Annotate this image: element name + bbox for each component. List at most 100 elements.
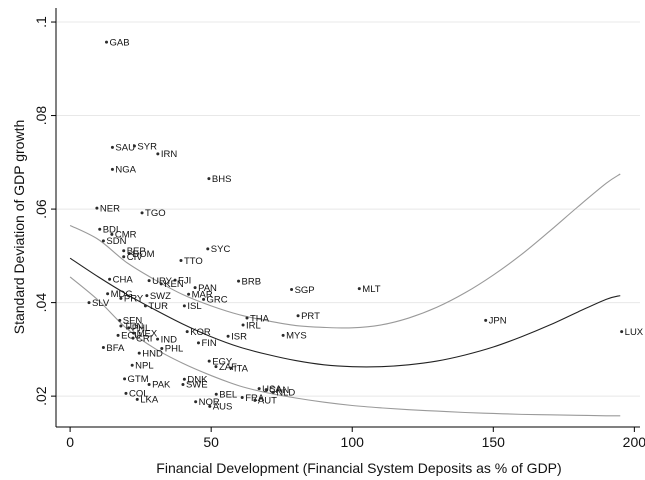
point-tto	[179, 259, 183, 263]
point-label: BDI	[103, 224, 119, 235]
point-tha	[245, 316, 249, 320]
point-sen	[118, 318, 122, 322]
fit-lines	[69, 173, 621, 417]
point-tun	[119, 324, 123, 328]
point-prt	[296, 314, 300, 318]
point-label: KOR	[190, 327, 211, 338]
point-isr	[226, 334, 230, 338]
x-tick-label: 0	[66, 434, 74, 450]
y-tick-label: .06	[33, 199, 49, 219]
point-phl	[127, 326, 131, 330]
point-mex	[132, 331, 136, 335]
point-pry	[119, 296, 123, 300]
point-label: MEX	[137, 328, 158, 339]
point-pan	[193, 286, 197, 290]
y-tick-label: .02	[33, 386, 49, 406]
point-kor	[185, 330, 189, 334]
y-tick-label: .08	[33, 106, 49, 126]
point-label: BEL	[219, 390, 237, 401]
point-isl	[182, 304, 186, 308]
point-mys	[281, 333, 285, 337]
point-dnk	[182, 377, 186, 381]
point-tur	[143, 304, 147, 308]
point-label: JPN	[489, 316, 507, 327]
point-label: ECU	[121, 331, 141, 342]
point-irn	[156, 152, 160, 156]
point-label: TTO	[184, 256, 203, 267]
point-label: AUT	[258, 396, 277, 407]
point-label: FJI	[178, 275, 191, 286]
point-label: FRA	[245, 393, 265, 404]
point-label: SGP	[295, 285, 315, 296]
point-label: PRY	[124, 294, 144, 305]
point-zaf	[214, 365, 218, 369]
point-tgo	[140, 211, 144, 215]
point-label: MAR	[192, 289, 213, 300]
point-label: ISR	[231, 332, 247, 343]
point-label: BHS	[212, 174, 232, 185]
point-label: CAN	[269, 385, 289, 396]
point-label: THA	[250, 313, 270, 324]
point-mlt	[357, 287, 361, 291]
point-label: BFA	[106, 343, 125, 354]
point-civ	[122, 255, 126, 259]
point-label: COL	[129, 389, 149, 400]
fit-line-lower	[69, 276, 621, 417]
point-ind	[156, 337, 160, 341]
point-label: CHA	[113, 275, 134, 286]
point-nld	[271, 390, 275, 394]
point-label: SYC	[211, 244, 231, 255]
point-sau	[110, 145, 114, 149]
point-label: PHL	[165, 344, 183, 355]
point-brb	[237, 279, 241, 283]
point-label: TUN	[124, 321, 144, 332]
point-irl	[241, 323, 245, 327]
point-cri	[131, 336, 135, 340]
point-lux	[620, 330, 624, 334]
point-mar	[187, 292, 191, 296]
point-label: NOR	[199, 397, 220, 408]
point-label: BEP	[127, 246, 146, 257]
point-sgp	[290, 288, 294, 292]
point-npl	[130, 363, 134, 367]
x-tick-label: 50	[203, 434, 219, 450]
axes	[55, 8, 640, 428]
point-col	[124, 391, 128, 395]
point-fin	[196, 341, 200, 345]
point-label: USA	[262, 384, 282, 395]
point-label: KEN	[164, 279, 184, 290]
point-phl	[160, 346, 164, 350]
point-ury	[147, 279, 151, 283]
point-label: FIN	[201, 338, 216, 349]
point-label: SWZ	[150, 291, 171, 302]
point-bep	[122, 249, 126, 253]
point-ita	[229, 366, 233, 370]
point-dom	[127, 252, 131, 256]
point-label: EGY	[212, 356, 233, 367]
point-label: NLD	[276, 388, 295, 399]
point-label: HND	[142, 348, 163, 359]
point-label: LKA	[140, 395, 159, 406]
point-label: SWE	[186, 380, 208, 391]
point-cha	[108, 277, 112, 281]
point-slv	[87, 301, 91, 305]
point-bdi	[98, 227, 102, 231]
point-mdg	[106, 292, 110, 296]
point-label: ZAF	[219, 362, 237, 373]
point-label: CRI	[136, 333, 152, 344]
point-swz	[145, 294, 149, 298]
x-tick-label: 200	[623, 434, 645, 450]
point-label: IND	[161, 334, 178, 345]
point-can	[264, 388, 268, 392]
point-label: MLT	[362, 284, 380, 295]
point-pak	[147, 382, 151, 386]
point-jpn	[484, 318, 488, 322]
point-label: TUR	[148, 301, 168, 312]
point-label: IRN	[161, 149, 178, 160]
point-label: DOM	[132, 249, 154, 260]
point-lka	[135, 397, 139, 401]
point-label: TGO	[145, 208, 166, 219]
